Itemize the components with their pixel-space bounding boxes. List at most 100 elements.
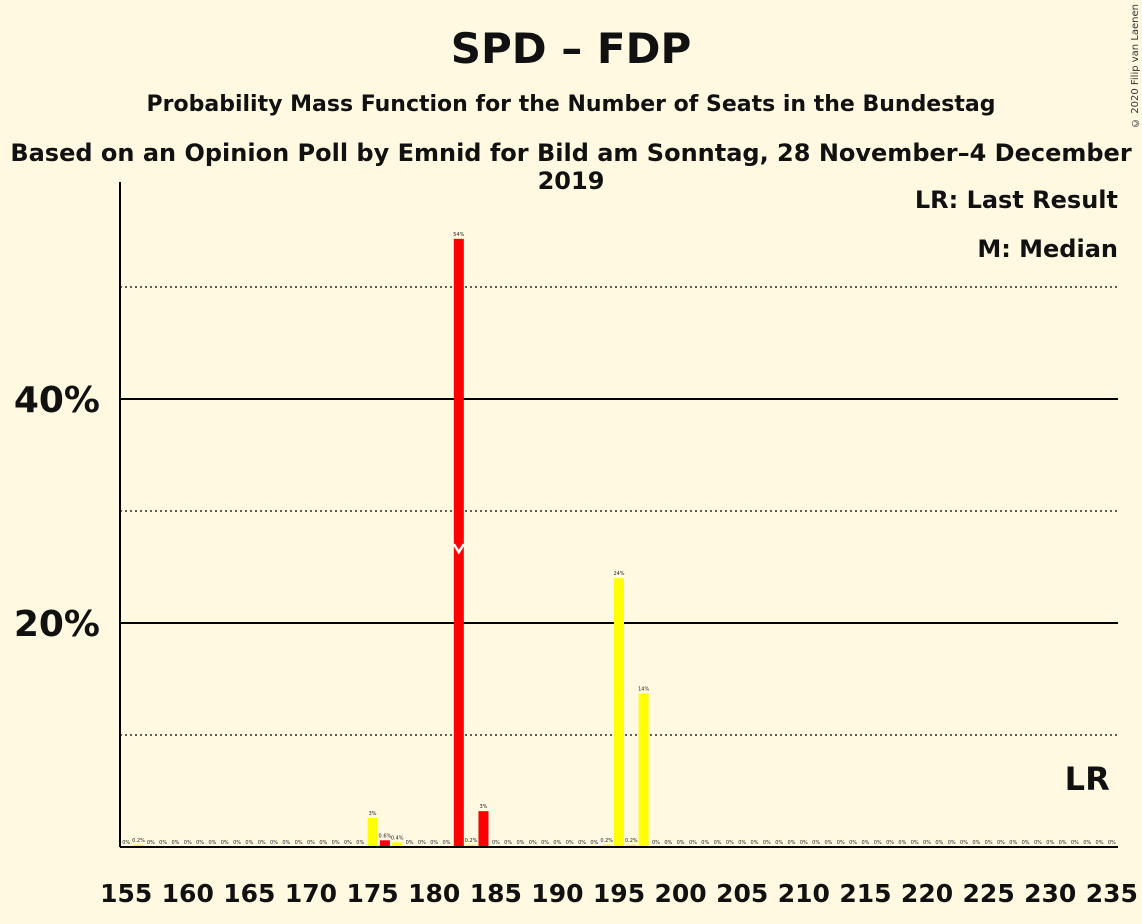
data-label: 0% — [652, 840, 660, 846]
data-label: 0% — [282, 840, 290, 846]
data-label: 0% — [726, 840, 734, 846]
data-label: 0% — [1059, 840, 1067, 846]
data-label: 0% — [775, 840, 783, 846]
data-label: 0% — [886, 840, 894, 846]
x-tick-label: 180 — [408, 879, 460, 908]
data-label: 0% — [430, 840, 438, 846]
data-label: 0% — [1034, 840, 1042, 846]
chart-title: SPD – FDP — [450, 24, 692, 73]
data-label: 0.2% — [625, 838, 638, 844]
data-label: 0% — [1071, 840, 1079, 846]
x-tick-label: 160 — [162, 879, 214, 908]
data-label: 3% — [369, 811, 377, 817]
data-label: 0% — [196, 840, 204, 846]
data-label: 0% — [418, 840, 426, 846]
bar-seat-182 — [453, 238, 464, 848]
data-label: 0% — [837, 840, 845, 846]
y-tick-label: 20% — [14, 604, 100, 645]
x-tick-label: 200 — [655, 879, 707, 908]
x-tick-label: 220 — [901, 879, 953, 908]
data-label: 0.4% — [391, 836, 404, 842]
bar-seat-176 — [379, 840, 390, 847]
bar-seat-184 — [478, 811, 489, 847]
data-label: 0% — [344, 840, 352, 846]
x-tick-label: 155 — [100, 879, 152, 908]
bar-seat-194 — [601, 844, 612, 847]
data-label: 3% — [480, 804, 488, 810]
data-label: 0% — [566, 840, 574, 846]
data-label: 0% — [824, 840, 832, 846]
data-label: 0% — [935, 840, 943, 846]
legend-median: M: Median — [977, 235, 1118, 263]
data-label: 0% — [590, 840, 598, 846]
data-label: 24% — [613, 571, 624, 577]
data-label: 0% — [751, 840, 759, 846]
data-label: 0% — [923, 840, 931, 846]
x-tick-label: 210 — [778, 879, 830, 908]
data-label: 0% — [948, 840, 956, 846]
x-tick-label: 165 — [223, 879, 275, 908]
data-label: 0% — [208, 840, 216, 846]
data-label: 0.2% — [600, 838, 613, 844]
data-label: 0% — [295, 840, 303, 846]
data-label: 0.2% — [465, 838, 478, 844]
data-label: 0.6% — [379, 833, 392, 839]
data-label: 0% — [898, 840, 906, 846]
data-label: 0% — [443, 840, 451, 846]
data-label: 0% — [171, 840, 179, 846]
data-label: 0% — [1108, 840, 1116, 846]
bar-seat-183 — [466, 844, 477, 847]
legend-last-result: LR: Last Result — [914, 186, 1118, 214]
chart-source-note: Based on an Opinion Poll by Emnid for Bi… — [10, 139, 1132, 195]
data-label: 0% — [332, 840, 340, 846]
x-tick-label: 190 — [531, 879, 583, 908]
data-label: 0% — [516, 840, 524, 846]
data-label: 0% — [985, 840, 993, 846]
x-tick-label: 205 — [716, 879, 768, 908]
last-result-marker: LR — [1065, 760, 1110, 798]
x-tick-label: 215 — [839, 879, 891, 908]
x-tick-label: 230 — [1024, 879, 1076, 908]
data-label: 0% — [972, 840, 980, 846]
x-tick-label: 185 — [470, 879, 522, 908]
data-label: 0% — [307, 840, 315, 846]
chart-subtitle: Probability Mass Function for the Number… — [146, 92, 996, 117]
data-label: 0% — [849, 840, 857, 846]
x-tick-label: 235 — [1086, 879, 1138, 908]
data-label: 0% — [960, 840, 968, 846]
data-label: 0% — [1009, 840, 1017, 846]
y-tick-label: 40% — [14, 380, 100, 421]
data-label: 0% — [233, 840, 241, 846]
bar-seat-177 — [392, 842, 403, 847]
data-label: 0% — [122, 840, 130, 846]
data-label: 0% — [258, 840, 266, 846]
bar-seat-175 — [367, 817, 378, 847]
data-label: 0% — [1096, 840, 1104, 846]
data-label: 0% — [677, 840, 685, 846]
data-label: 0% — [159, 840, 167, 846]
data-label: 0% — [800, 840, 808, 846]
x-tick-label: 175 — [346, 879, 398, 908]
x-tick-label: 170 — [285, 879, 337, 908]
data-label: 0% — [874, 840, 882, 846]
data-label: 0% — [356, 840, 364, 846]
data-label: 0% — [578, 840, 586, 846]
data-label: 0% — [997, 840, 1005, 846]
data-label: 0% — [184, 840, 192, 846]
x-tick-label: 195 — [593, 879, 645, 908]
data-label: 0% — [504, 840, 512, 846]
data-label: 0% — [689, 840, 697, 846]
bar-seat-197 — [638, 693, 649, 847]
data-label: 0% — [701, 840, 709, 846]
data-label: 0% — [492, 840, 500, 846]
data-label: 0% — [1046, 840, 1054, 846]
data-label: 0% — [245, 840, 253, 846]
data-label: 0% — [664, 840, 672, 846]
data-label: 0% — [553, 840, 561, 846]
data-label: 0% — [319, 840, 327, 846]
data-label: 0% — [541, 840, 549, 846]
data-label: 0% — [738, 840, 746, 846]
bar-seat-156 — [133, 844, 144, 847]
data-label: 0% — [714, 840, 722, 846]
